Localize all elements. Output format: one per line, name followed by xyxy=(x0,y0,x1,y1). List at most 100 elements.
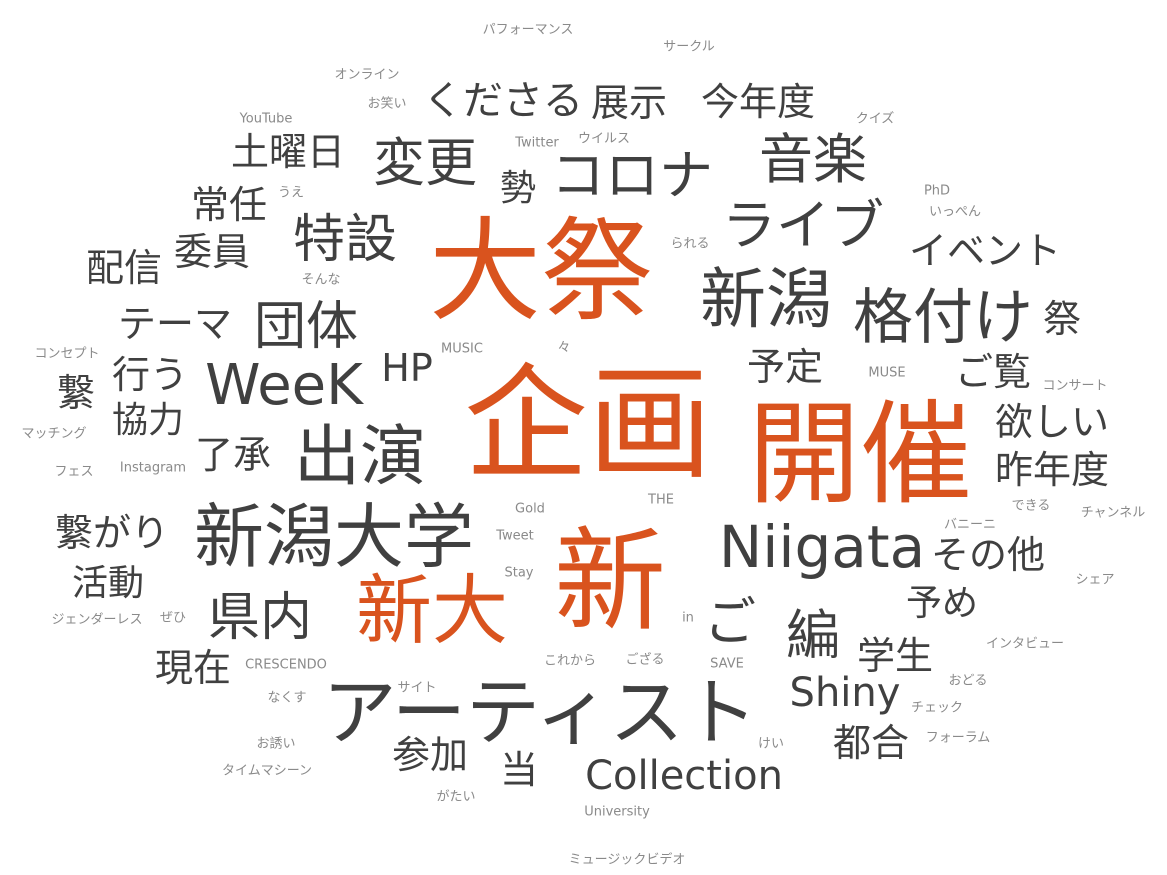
word-gatai: がたい xyxy=(436,789,476,805)
word-jounin: 常任 xyxy=(190,183,268,227)
word-ue: うえ xyxy=(277,185,305,201)
word-share: シェア xyxy=(1075,572,1115,588)
word-virus: ウイルス xyxy=(577,131,631,147)
word-gozaru: ござる xyxy=(625,652,665,668)
word-korekara: これから xyxy=(543,653,597,669)
word-theme: テーマ xyxy=(117,302,233,346)
word-shin: 新 xyxy=(554,517,666,647)
word-ikioi: 勢 xyxy=(499,168,537,209)
word-live: ライブ xyxy=(722,194,884,257)
word-save: SAVE xyxy=(710,656,744,672)
word-corona: コロナ xyxy=(551,144,713,207)
word-odoru: おどる xyxy=(948,673,988,689)
word-konnendo: 今年度 xyxy=(700,80,816,124)
word-stay: Stay xyxy=(504,565,534,581)
word-tsugou: 都合 xyxy=(832,721,910,765)
word-tsunagari: 繋がり xyxy=(54,511,170,555)
word-gold: Gold xyxy=(515,501,545,517)
word-tsunagu: 繋 xyxy=(56,371,96,415)
word-artist: アーティスト xyxy=(322,670,758,756)
word-the: THE xyxy=(648,492,674,508)
word-owarai: お笑い xyxy=(367,96,407,112)
word-interview: インタビュー xyxy=(985,636,1065,652)
word-ongaku: 音楽 xyxy=(759,128,867,191)
word-zehi: ぜひ xyxy=(159,610,187,626)
word-shindai: 新大 xyxy=(356,566,508,655)
word-channel: チャンネル xyxy=(1080,505,1146,521)
word-go: ご xyxy=(703,593,757,653)
word-sakunendo: 昨年度 xyxy=(994,448,1110,492)
word-niigata-en: Niigata xyxy=(718,513,926,581)
word-kei: けい xyxy=(757,736,785,752)
word-yotei: 予定 xyxy=(746,345,824,389)
word-in: in xyxy=(682,610,694,626)
word-kennai: 県内 xyxy=(207,588,313,648)
word-collection: Collection xyxy=(585,753,783,799)
word-instagram: Instagram xyxy=(119,460,187,476)
word-hoshii: 欲しい xyxy=(994,400,1110,444)
word-crescendo: CRESCENDO xyxy=(245,657,327,673)
word-university: University xyxy=(584,804,650,820)
word-event: イベント xyxy=(908,229,1062,273)
word-niigata-jp: 新潟 xyxy=(700,261,832,338)
word-week: WeeK xyxy=(205,353,363,418)
word-genzai: 現在 xyxy=(154,646,232,690)
word-niigata-daigaku: 新潟大学 xyxy=(194,496,474,578)
word-dekiru: できる xyxy=(1011,498,1051,514)
word-concert: コンサート xyxy=(1042,378,1108,394)
word-iin: 委員 xyxy=(173,230,251,274)
word-doyoubi: 土曜日 xyxy=(230,130,346,174)
word-kudasaru: くださる xyxy=(423,78,583,124)
word-henkou: 変更 xyxy=(372,134,478,194)
word-online: オンライン xyxy=(334,67,400,83)
word-sonna: そんな xyxy=(301,272,341,288)
word-check: チェック xyxy=(910,700,964,716)
word-forum: フォーラム xyxy=(925,730,991,746)
word-gakusei: 学生 xyxy=(856,634,934,678)
word-okonau: 行う xyxy=(111,353,189,397)
word-taisai: 大祭 xyxy=(429,207,653,337)
word-performance: パフォーマンス xyxy=(482,22,574,38)
word-sanka: 参加 xyxy=(391,733,469,777)
word-hp: HP xyxy=(381,346,433,390)
word-music: MUSIC xyxy=(441,341,483,357)
word-shutsuen: 出演 xyxy=(294,418,426,495)
word-rareru: られる xyxy=(670,236,710,252)
word-kyouryoku: 協力 xyxy=(111,400,185,441)
word-arakajime: 予め xyxy=(905,583,979,624)
word-kikaku: 企画 xyxy=(463,353,713,497)
word-banini: バニーニ xyxy=(943,517,997,533)
word-shiny: Shiny xyxy=(789,670,901,716)
word-muse: MUSE xyxy=(868,365,906,381)
word-twitter: Twitter xyxy=(515,135,559,151)
word-fes: フェス xyxy=(54,464,94,480)
word-site: サイト xyxy=(397,680,437,696)
word-noma: 々 xyxy=(557,340,571,356)
word-genderless: ジェンダーレス xyxy=(51,612,143,628)
word-sonota: その他 xyxy=(930,533,1046,577)
word-circle: サークル xyxy=(663,39,715,55)
word-tokusetsu: 特設 xyxy=(292,210,398,270)
word-quiz: クイズ xyxy=(855,111,895,127)
word-ryoushou: 了承 xyxy=(194,433,272,477)
word-matching: マッチング xyxy=(21,426,87,442)
word-dantai: 団体 xyxy=(253,297,359,357)
word-haishin: 配信 xyxy=(85,246,163,290)
word-youtube: YouTube xyxy=(239,111,293,127)
word-kaisai: 開催 xyxy=(748,390,972,520)
word-concept: コンセプト xyxy=(34,346,100,362)
word-timemachine: タイムマシーン xyxy=(221,763,313,779)
word-matsuri: 祭 xyxy=(1042,297,1082,341)
word-goran: ご覧 xyxy=(954,350,1032,394)
word-ippen: いっぺん xyxy=(928,204,982,220)
word-nakusu: なくす xyxy=(267,690,307,706)
word-katsudou: 活動 xyxy=(71,563,145,604)
word-phd: PhD xyxy=(923,183,951,199)
word-osasoi: お誘い xyxy=(256,736,296,752)
word-music-video: ミュージックビデオ xyxy=(568,852,686,868)
word-hen: 編 xyxy=(786,604,840,667)
word-tweet: Tweet xyxy=(496,528,534,544)
word-tenji: 展示 xyxy=(590,81,668,125)
word-tou: 当 xyxy=(499,748,539,792)
